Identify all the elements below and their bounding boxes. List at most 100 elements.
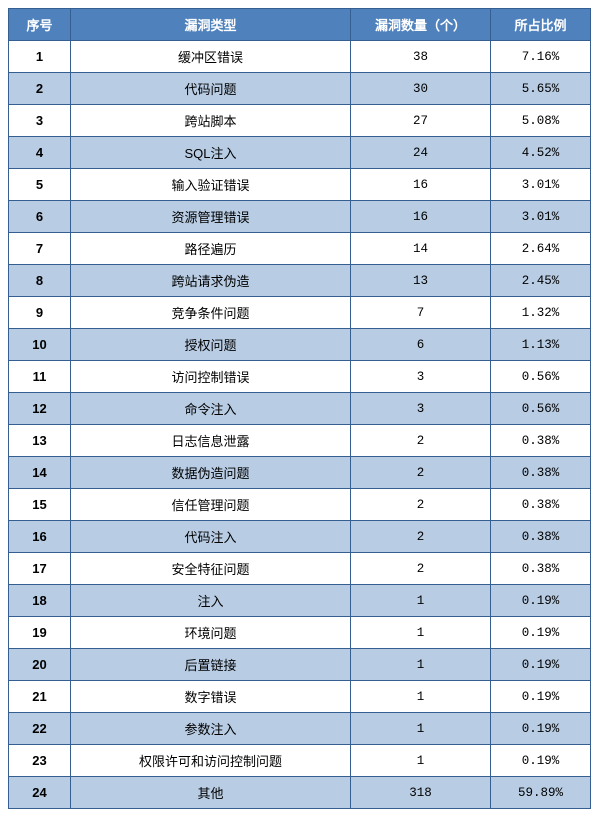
cell-pct: 0.38%	[491, 553, 591, 585]
table-row: 10授权问题61.13%	[9, 329, 591, 361]
cell-count: 318	[351, 777, 491, 809]
cell-pct: 0.56%	[491, 393, 591, 425]
cell-seq: 23	[9, 745, 71, 777]
cell-count: 6	[351, 329, 491, 361]
table-row: 1缓冲区错误387.16%	[9, 41, 591, 73]
cell-type: 竞争条件问题	[71, 297, 351, 329]
table-row: 23权限许可和访问控制问题10.19%	[9, 745, 591, 777]
table-header: 序号 漏洞类型 漏洞数量（个） 所占比例	[9, 9, 591, 41]
cell-count: 1	[351, 745, 491, 777]
cell-type: 命令注入	[71, 393, 351, 425]
cell-pct: 3.01%	[491, 169, 591, 201]
cell-seq: 3	[9, 105, 71, 137]
cell-type: 信任管理问题	[71, 489, 351, 521]
cell-pct: 2.64%	[491, 233, 591, 265]
cell-type: 访问控制错误	[71, 361, 351, 393]
cell-seq: 8	[9, 265, 71, 297]
cell-count: 16	[351, 201, 491, 233]
cell-count: 7	[351, 297, 491, 329]
cell-pct: 1.32%	[491, 297, 591, 329]
cell-seq: 22	[9, 713, 71, 745]
cell-pct: 0.19%	[491, 745, 591, 777]
cell-pct: 3.01%	[491, 201, 591, 233]
cell-pct: 0.38%	[491, 521, 591, 553]
cell-type: 注入	[71, 585, 351, 617]
cell-type: 代码注入	[71, 521, 351, 553]
cell-seq: 17	[9, 553, 71, 585]
cell-type: 缓冲区错误	[71, 41, 351, 73]
cell-count: 1	[351, 713, 491, 745]
cell-count: 27	[351, 105, 491, 137]
table-row: 8跨站请求伪造132.45%	[9, 265, 591, 297]
cell-count: 1	[351, 649, 491, 681]
cell-type: 代码问题	[71, 73, 351, 105]
cell-type: 其他	[71, 777, 351, 809]
cell-seq: 5	[9, 169, 71, 201]
cell-pct: 59.89%	[491, 777, 591, 809]
cell-type: 资源管理错误	[71, 201, 351, 233]
table-row: 2代码问题305.65%	[9, 73, 591, 105]
header-pct: 所占比例	[491, 9, 591, 41]
table-row: 24其他31859.89%	[9, 777, 591, 809]
header-count: 漏洞数量（个）	[351, 9, 491, 41]
cell-type: 路径遍历	[71, 233, 351, 265]
cell-type: 日志信息泄露	[71, 425, 351, 457]
cell-seq: 4	[9, 137, 71, 169]
cell-count: 2	[351, 489, 491, 521]
cell-count: 2	[351, 521, 491, 553]
cell-seq: 13	[9, 425, 71, 457]
cell-seq: 20	[9, 649, 71, 681]
table-row: 6资源管理错误163.01%	[9, 201, 591, 233]
cell-pct: 0.19%	[491, 681, 591, 713]
cell-seq: 19	[9, 617, 71, 649]
cell-count: 2	[351, 425, 491, 457]
cell-pct: 0.38%	[491, 425, 591, 457]
table-row: 12命令注入30.56%	[9, 393, 591, 425]
cell-pct: 0.56%	[491, 361, 591, 393]
cell-pct: 5.08%	[491, 105, 591, 137]
cell-pct: 4.52%	[491, 137, 591, 169]
cell-count: 2	[351, 553, 491, 585]
vulnerability-table: 序号 漏洞类型 漏洞数量（个） 所占比例 1缓冲区错误387.16%2代码问题3…	[8, 8, 591, 809]
table-row: 20后置链接10.19%	[9, 649, 591, 681]
cell-seq: 16	[9, 521, 71, 553]
cell-count: 14	[351, 233, 491, 265]
cell-pct: 0.38%	[491, 457, 591, 489]
cell-count: 38	[351, 41, 491, 73]
cell-count: 24	[351, 137, 491, 169]
cell-seq: 24	[9, 777, 71, 809]
cell-seq: 7	[9, 233, 71, 265]
table-row: 21数字错误10.19%	[9, 681, 591, 713]
cell-pct: 1.13%	[491, 329, 591, 361]
cell-count: 13	[351, 265, 491, 297]
cell-seq: 15	[9, 489, 71, 521]
table-row: 13日志信息泄露20.38%	[9, 425, 591, 457]
cell-type: 输入验证错误	[71, 169, 351, 201]
table-row: 17安全特征问题20.38%	[9, 553, 591, 585]
table-row: 14数据伪造问题20.38%	[9, 457, 591, 489]
cell-seq: 12	[9, 393, 71, 425]
cell-pct: 0.19%	[491, 649, 591, 681]
table-row: 22参数注入10.19%	[9, 713, 591, 745]
cell-pct: 0.19%	[491, 617, 591, 649]
table-row: 9竞争条件问题71.32%	[9, 297, 591, 329]
cell-seq: 9	[9, 297, 71, 329]
cell-type: 跨站脚本	[71, 105, 351, 137]
cell-count: 1	[351, 585, 491, 617]
cell-type: 数据伪造问题	[71, 457, 351, 489]
cell-type: 权限许可和访问控制问题	[71, 745, 351, 777]
header-type: 漏洞类型	[71, 9, 351, 41]
cell-count: 16	[351, 169, 491, 201]
table-row: 7路径遍历142.64%	[9, 233, 591, 265]
cell-pct: 0.19%	[491, 585, 591, 617]
table-row: 18注入10.19%	[9, 585, 591, 617]
cell-pct: 0.19%	[491, 713, 591, 745]
cell-pct: 0.38%	[491, 489, 591, 521]
cell-type: 安全特征问题	[71, 553, 351, 585]
cell-seq: 11	[9, 361, 71, 393]
cell-seq: 10	[9, 329, 71, 361]
cell-type: 跨站请求伪造	[71, 265, 351, 297]
table-row: 5输入验证错误163.01%	[9, 169, 591, 201]
cell-type: 后置链接	[71, 649, 351, 681]
cell-seq: 2	[9, 73, 71, 105]
